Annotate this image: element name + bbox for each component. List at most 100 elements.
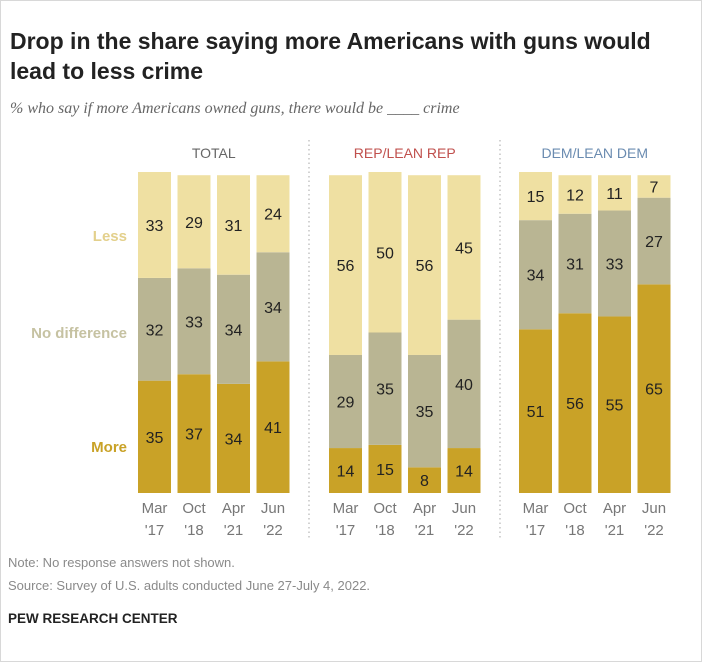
x-tick-label-month: Mar <box>333 500 359 517</box>
bar-segment-more <box>519 329 552 493</box>
data-label-less: 50 <box>376 245 394 262</box>
x-tick-label-month: Jun <box>642 500 666 517</box>
x-tick-label-month: Apr <box>222 500 245 517</box>
data-label-more: 41 <box>264 420 282 437</box>
chart-subtitle: % who say if more Americans owned guns, … <box>10 100 460 117</box>
data-label-no-difference: 32 <box>146 322 164 339</box>
x-tick-label-year: '18 <box>375 522 395 539</box>
x-tick-label-month: Oct <box>182 500 206 517</box>
data-label-no-difference: 29 <box>337 395 355 412</box>
data-label-more: 55 <box>606 398 624 415</box>
bar-segment-more <box>447 448 481 493</box>
data-label-no-difference: 27 <box>645 234 663 251</box>
data-label-no-difference: 33 <box>606 256 624 273</box>
bar-segment-more <box>138 380 171 493</box>
bar-segment-less <box>637 175 671 198</box>
row-label-no-difference: No difference <box>31 325 127 342</box>
data-label-no-difference: 33 <box>185 314 203 331</box>
x-tick-label-year: '18 <box>184 522 204 539</box>
data-label-less: 7 <box>650 179 659 196</box>
bar-segment-more <box>408 467 441 493</box>
x-tick-label-year: '21 <box>605 522 625 539</box>
brand-logo-text: PEW RESEARCH CENTER <box>8 611 178 626</box>
x-tick-label-year: '22 <box>454 522 474 539</box>
row-label-more: More <box>91 439 127 456</box>
bar-segment-more <box>637 284 671 493</box>
bar-segment-no-difference <box>368 332 402 445</box>
chart-title: Drop in the share saying more Americans … <box>10 28 651 84</box>
bar-segment-more <box>329 448 362 493</box>
bar-segment-no-difference <box>217 274 250 384</box>
bar-segment-less <box>329 175 362 355</box>
data-label-more: 35 <box>146 430 164 447</box>
bar-segment-no-difference <box>447 319 481 449</box>
panel-label-rep-lean-rep: REP/LEAN REP <box>354 145 456 161</box>
data-label-more: 56 <box>566 396 584 413</box>
data-label-less: 56 <box>416 258 434 275</box>
bar-segment-more <box>217 383 250 493</box>
data-label-more: 37 <box>185 427 203 444</box>
data-label-no-difference: 31 <box>566 256 584 273</box>
x-tick-label-year: '17 <box>145 522 165 539</box>
data-label-no-difference: 34 <box>527 268 545 285</box>
bar-segment-more <box>256 361 290 493</box>
panel-label-dem-lean-dem: DEM/LEAN DEM <box>541 145 648 161</box>
data-label-no-difference: 35 <box>416 404 434 421</box>
row-label-less: Less <box>93 228 127 245</box>
bar-segment-less <box>177 175 211 269</box>
x-tick-label-month: Apr <box>603 500 626 517</box>
x-tick-label-month: Oct <box>373 500 397 517</box>
x-tick-label-year: '22 <box>263 522 283 539</box>
data-label-more: 65 <box>645 382 663 399</box>
data-label-more: 14 <box>455 464 473 481</box>
bar-segment-more <box>177 374 211 493</box>
data-label-less: 31 <box>225 218 243 235</box>
bar-segment-less <box>408 175 441 355</box>
data-label-less: 33 <box>146 218 164 235</box>
data-label-no-difference: 34 <box>225 322 243 339</box>
bar-segment-less <box>519 172 552 221</box>
panel-label-total: TOTAL <box>192 145 236 161</box>
x-tick-label-month: Oct <box>563 500 587 517</box>
data-label-more: 51 <box>527 404 545 421</box>
data-label-less: 24 <box>264 207 282 224</box>
bar-segment-no-difference <box>408 354 441 468</box>
bar-segment-less <box>447 175 481 320</box>
bar-segment-less <box>598 175 631 211</box>
data-label-no-difference: 35 <box>376 382 394 399</box>
data-label-more: 14 <box>337 464 355 481</box>
data-label-less: 11 <box>606 186 623 203</box>
bar-segment-no-difference <box>558 213 592 314</box>
data-label-more: 8 <box>420 473 429 490</box>
x-tick-label-month: Jun <box>261 500 285 517</box>
bar-segment-more <box>368 444 402 493</box>
x-tick-label-year: '17 <box>526 522 546 539</box>
data-label-more: 15 <box>376 462 394 479</box>
x-tick-label-year: '21 <box>415 522 435 539</box>
data-label-no-difference: 34 <box>264 300 282 317</box>
bar-segment-no-difference <box>177 268 211 375</box>
x-tick-label-year: '21 <box>224 522 244 539</box>
note: Note: No response answers not shown. <box>8 555 235 570</box>
x-tick-label-year: '18 <box>565 522 585 539</box>
data-label-less: 56 <box>337 258 355 275</box>
bar-segment-no-difference <box>637 197 671 285</box>
bar-segment-no-difference <box>138 277 171 381</box>
bar-segment-no-difference <box>519 220 552 330</box>
data-label-less: 45 <box>455 240 473 257</box>
bar-segment-more <box>598 316 631 493</box>
bar-segment-more <box>558 313 592 493</box>
data-label-less: 12 <box>566 187 584 204</box>
data-label-less: 29 <box>185 215 203 232</box>
x-tick-label-month: Mar <box>142 500 168 517</box>
bar-segment-less <box>256 175 290 253</box>
data-label-less: 15 <box>527 189 545 206</box>
stacked-bar-chart: Less No difference More TOTAL 35 32 33 Mar '17 37… <box>31 140 671 540</box>
bar-segment-less <box>217 175 250 275</box>
bar-segment-no-difference <box>256 252 290 362</box>
x-tick-label-year: '17 <box>336 522 356 539</box>
x-tick-label-year: '22 <box>644 522 664 539</box>
data-label-no-difference: 40 <box>455 377 473 394</box>
data-label-more: 34 <box>225 431 243 448</box>
x-tick-label-month: Apr <box>413 500 436 517</box>
